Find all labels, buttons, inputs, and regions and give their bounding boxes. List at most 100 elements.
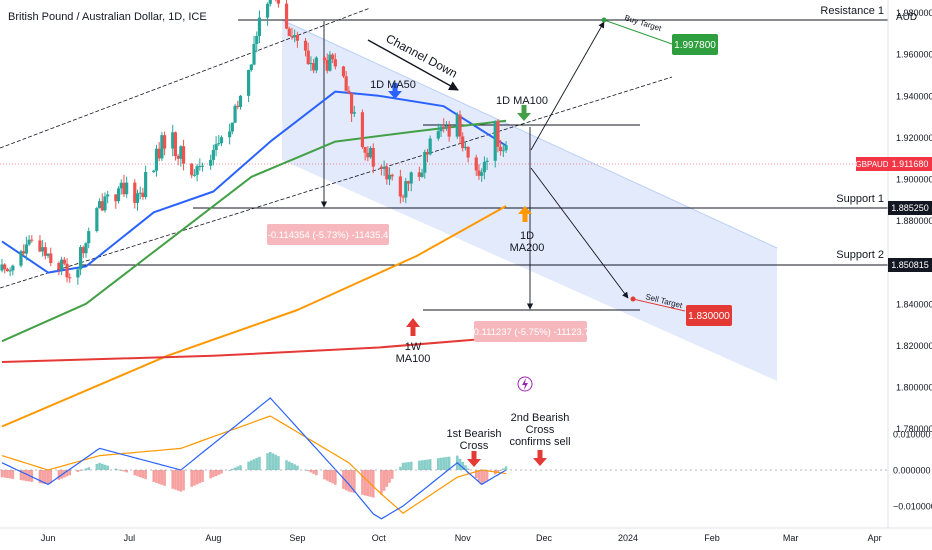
macd-hist-35 xyxy=(133,470,137,476)
candle-50 xyxy=(190,163,194,179)
time-tick-9: Mar xyxy=(783,533,799,543)
macd-hist-87 xyxy=(328,470,332,483)
sell-projection-arrow xyxy=(530,167,629,299)
candle-124 xyxy=(466,146,470,163)
candle-134 xyxy=(504,141,508,153)
candle-38 xyxy=(141,187,145,200)
candle-17 xyxy=(62,256,66,266)
cross1-label-line2: Cross xyxy=(460,440,489,452)
candle-35 xyxy=(133,179,137,209)
macd-hist-43 xyxy=(160,470,164,485)
candle-104 xyxy=(390,173,394,181)
candle-18 xyxy=(65,258,69,283)
time-tick-1: Jul xyxy=(124,533,136,543)
lightning-icon[interactable] xyxy=(517,376,533,392)
candle-108 xyxy=(406,180,411,192)
macd-hist-65 xyxy=(247,461,250,470)
candle-1 xyxy=(3,263,7,274)
candle-48 xyxy=(179,145,183,167)
macd-hist-97 xyxy=(366,470,370,497)
candle-128 xyxy=(482,156,486,180)
lower-trendline xyxy=(0,76,673,289)
macd-hist-124 xyxy=(466,468,470,470)
macd-hist-107 xyxy=(404,462,408,470)
candle-30 xyxy=(114,194,118,209)
macd-hist-116 xyxy=(439,457,443,470)
candle-100 xyxy=(379,164,383,176)
macd-hist-82 xyxy=(309,470,313,473)
candle-41 xyxy=(154,144,159,177)
candle-60 xyxy=(228,123,232,145)
macd-hist-52 xyxy=(195,470,199,485)
macd-hist-39 xyxy=(144,470,147,480)
macd-hist-111 xyxy=(420,460,424,470)
macd-hist-67 xyxy=(252,459,256,470)
candle-127 xyxy=(480,168,484,182)
candle-44 xyxy=(163,131,167,156)
support1-price-badge xyxy=(888,201,932,215)
time-tick-3: Sep xyxy=(289,533,305,543)
macd-hist-64 xyxy=(239,465,242,470)
candle-39 xyxy=(144,165,148,200)
macd-hist-128 xyxy=(483,470,486,483)
candle-109 xyxy=(409,171,413,192)
macd-hist-103 xyxy=(388,470,391,483)
macd-hist-57 xyxy=(214,470,218,476)
candle-95 xyxy=(360,109,365,149)
candle-25 xyxy=(95,206,99,233)
macd-hist-115 xyxy=(437,458,440,470)
macd-hist-114 xyxy=(428,459,432,470)
macd-hist-24 xyxy=(87,467,91,470)
candle-131 xyxy=(496,119,500,153)
macd-hist-36 xyxy=(136,470,139,477)
macd-hist-40 xyxy=(152,470,156,482)
candle-114 xyxy=(428,135,432,156)
candle-96 xyxy=(363,146,367,161)
macd-hist-85 xyxy=(323,470,326,480)
macd-hist-122 xyxy=(461,462,464,470)
macd-hist-95 xyxy=(361,470,364,495)
candle-126 xyxy=(477,164,481,180)
macd-hist-132 xyxy=(499,470,502,471)
macd-hist-62 xyxy=(233,467,237,470)
current-price-badge xyxy=(888,157,932,171)
candle-99 xyxy=(371,143,375,174)
macd-hist-76 xyxy=(287,461,291,470)
candle-129 xyxy=(485,157,489,171)
buy-projection-arrow xyxy=(530,21,605,151)
macd-hist-100 xyxy=(380,470,383,495)
macd-hist-110 xyxy=(418,460,421,470)
candle-27 xyxy=(100,193,104,212)
macd-hist-7 xyxy=(25,470,28,482)
macd-hist-127 xyxy=(480,470,483,485)
macd-hist-2 xyxy=(6,470,9,479)
candle-112 xyxy=(423,149,427,179)
price-tick-10: 1.780000 xyxy=(896,424,932,434)
macd-hist-41 xyxy=(155,470,158,483)
osc-axis-ticks: 0.010000 0.000000 −0.010000 xyxy=(893,430,932,512)
macd-hist-72 xyxy=(271,453,275,470)
candle-92 xyxy=(347,86,351,95)
macd-hist-75 xyxy=(285,460,288,470)
macd-hist-126 xyxy=(477,470,481,482)
candle-29 xyxy=(106,190,110,204)
macd-hist-13 xyxy=(46,470,50,485)
candle-78 xyxy=(293,29,297,43)
macd-hist-51 xyxy=(193,470,196,486)
macd-hist-28 xyxy=(103,464,107,470)
macd-hist-71 xyxy=(268,452,272,470)
macd-hist-26 xyxy=(98,462,101,470)
macd-hist-68 xyxy=(255,458,259,470)
macd-hist-19 xyxy=(68,470,72,476)
candle-103 xyxy=(387,167,392,186)
macd-hist-63 xyxy=(236,466,240,470)
current-price-text: 1.911680 xyxy=(892,159,929,169)
macd-hist-4 xyxy=(11,470,15,479)
ma200-marker-arrow xyxy=(518,206,532,222)
price-tick-5: 1.880000 xyxy=(896,216,932,226)
macd-hist-133 xyxy=(502,468,505,470)
measure2-text: -0.111237 (-5.75%) -11123.7 xyxy=(470,327,589,338)
ma100-label: 1D MA100 xyxy=(496,95,548,107)
candle-76 xyxy=(287,26,291,37)
